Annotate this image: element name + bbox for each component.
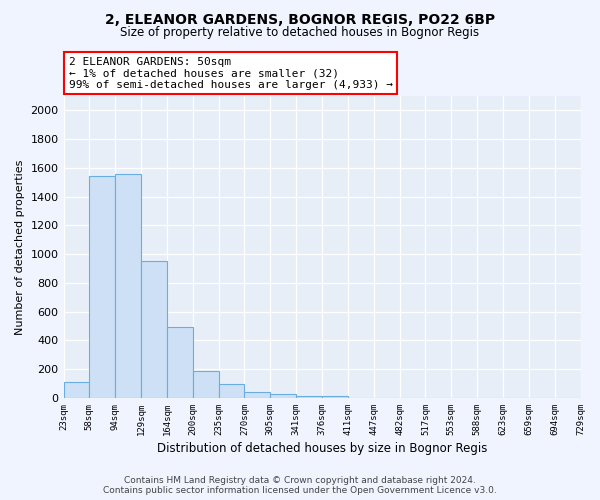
Bar (141, 262, 167, 398)
Bar (64, 382, 89, 398)
Text: Contains HM Land Registry data © Crown copyright and database right 2024.
Contai: Contains HM Land Registry data © Crown c… (103, 476, 497, 495)
Bar (167, 328, 193, 398)
Bar (244, 392, 271, 398)
Text: 2, ELEANOR GARDENS, BOGNOR REGIS, PO22 6BP: 2, ELEANOR GARDENS, BOGNOR REGIS, PO22 6… (105, 12, 495, 26)
Bar (89, 176, 115, 398)
Bar (193, 372, 218, 398)
Bar (115, 174, 141, 398)
Bar (218, 384, 244, 398)
Bar (322, 396, 348, 398)
X-axis label: Distribution of detached houses by size in Bognor Regis: Distribution of detached houses by size … (157, 442, 487, 455)
Text: 2 ELEANOR GARDENS: 50sqm
← 1% of detached houses are smaller (32)
99% of semi-de: 2 ELEANOR GARDENS: 50sqm ← 1% of detache… (69, 56, 393, 90)
Text: Size of property relative to detached houses in Bognor Regis: Size of property relative to detached ho… (121, 26, 479, 39)
Y-axis label: Number of detached properties: Number of detached properties (15, 159, 25, 334)
Bar (271, 394, 296, 398)
Bar (296, 396, 322, 398)
